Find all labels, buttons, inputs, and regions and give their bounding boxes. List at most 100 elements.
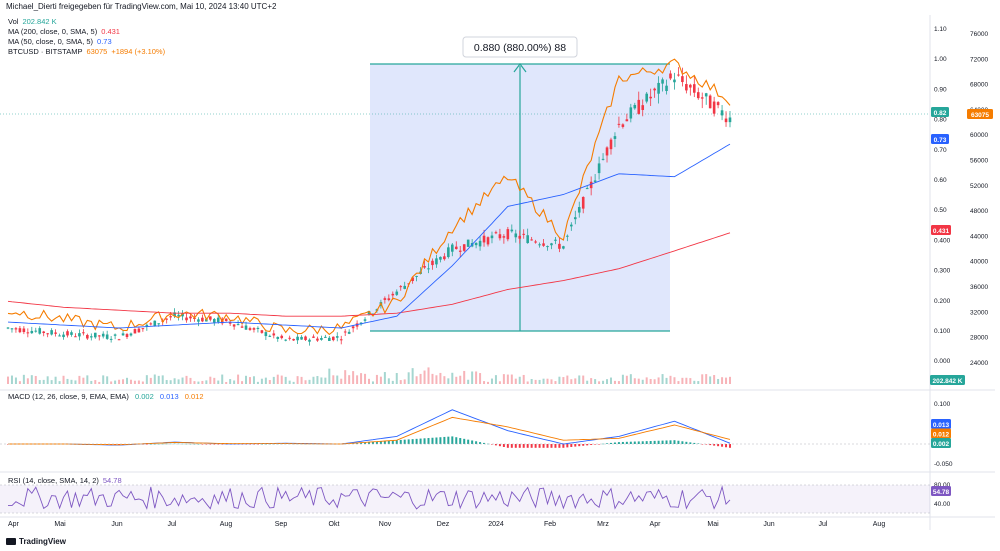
volume-bar: [348, 375, 351, 384]
right-axis-tick: 28000: [970, 335, 988, 342]
volume-bar: [637, 378, 640, 384]
macd-legend[interactable]: MACD (12, 26, close, 9, EMA, EMA) 0.002 …: [8, 392, 204, 401]
candle-body: [470, 242, 474, 247]
candle-body: [625, 119, 629, 122]
macd-label: MACD (12, 26, close, 9, EMA, EMA): [8, 392, 129, 401]
volume-bar: [177, 379, 180, 384]
candle-body: [339, 339, 343, 341]
macd-histogram-bar: [558, 444, 561, 448]
candle-body: [451, 244, 454, 252]
legend-btc[interactable]: BTCUSD · BITSTAMP 63075 +1894 (+3.10%): [8, 47, 165, 56]
macd-histogram-bar: [201, 444, 204, 445]
left-axis-tick: 1.00: [934, 56, 947, 63]
candle-body: [133, 329, 137, 334]
macd-histogram-bar: [181, 443, 184, 445]
volume-bar: [562, 377, 565, 384]
macd-histogram-bar: [570, 444, 573, 447]
macd-histogram-bar: [391, 440, 394, 444]
volume-bar: [66, 378, 69, 384]
candle-body: [331, 336, 335, 341]
volume-bar: [46, 376, 49, 384]
volume-bar: [106, 376, 109, 384]
volume-bar: [276, 374, 279, 384]
macd-histogram-bar: [66, 444, 69, 445]
macd-histogram-bar: [364, 442, 367, 444]
volume-bar: [356, 375, 359, 384]
candle-body: [367, 311, 371, 315]
candle-body: [665, 85, 668, 92]
candle-body: [280, 335, 284, 339]
candle-body: [86, 334, 89, 339]
x-axis-tick: Dez: [437, 521, 450, 528]
volume-bar: [729, 376, 731, 384]
x-axis-tick: Feb: [544, 521, 556, 528]
measure-box[interactable]: [370, 64, 670, 331]
candle-body: [593, 180, 597, 182]
macd-histogram-bar: [475, 441, 478, 444]
macd-histogram-bar: [165, 443, 168, 445]
macd-histogram-bar: [498, 444, 501, 447]
volume-bar: [435, 375, 438, 384]
volume-bar: [475, 371, 478, 384]
candle-body: [189, 316, 192, 319]
macd-histogram-bar: [193, 443, 196, 445]
volume-bar: [423, 370, 426, 384]
candle-body: [558, 243, 561, 249]
legend-vol[interactable]: Vol 202.842 K: [8, 17, 57, 26]
candle-body: [113, 334, 117, 336]
macd-histogram-bar: [213, 444, 216, 445]
rsi-legend[interactable]: RSI (14, close, SMA, 14, 2) 54.78: [8, 476, 122, 485]
volume-bar: [126, 377, 129, 384]
volume-bar: [292, 381, 295, 384]
candle-body: [645, 93, 648, 102]
macd-histogram-bar: [252, 444, 255, 445]
candle-body: [173, 312, 176, 317]
macd-histogram-bar: [360, 442, 363, 444]
x-axis-tick: Aug: [220, 521, 233, 528]
candle-body: [621, 124, 625, 127]
volume-bar: [308, 379, 311, 384]
macd-histogram-bar: [633, 441, 636, 444]
volume-bar: [221, 374, 224, 384]
volume-bar: [617, 381, 620, 384]
candle-body: [137, 328, 141, 333]
tradingview-logo[interactable]: TradingView: [6, 537, 66, 546]
legend-ma50[interactable]: MA (50, close, 0, SMA, 5) 0.73: [8, 37, 112, 46]
volume-bar: [229, 379, 232, 384]
candle-body: [141, 328, 145, 330]
rsi-value: 54.78: [102, 476, 122, 485]
volume-bar: [336, 375, 339, 384]
macd-axis-tick: -0.050: [934, 461, 953, 468]
candle-body: [510, 229, 514, 232]
candle-body: [383, 298, 387, 300]
candle-body: [70, 332, 73, 335]
volume-bar: [312, 376, 315, 384]
macd-histogram-bar: [371, 441, 374, 444]
candle-body: [38, 328, 42, 334]
macd-histogram-bar: [256, 444, 259, 445]
candle-body: [522, 233, 526, 235]
macd-histogram-bar: [415, 438, 418, 444]
volume-bar: [625, 375, 628, 384]
volume-bar: [665, 377, 668, 384]
volume-bar: [443, 376, 446, 384]
macd-histogram-bar: [439, 437, 442, 444]
rsi-line: [7, 485, 731, 510]
volume-bar: [169, 380, 172, 384]
candle-body: [573, 217, 577, 220]
macd-histogram-bar: [538, 444, 541, 448]
legend-ma200[interactable]: MA (200, close, 0, SMA, 5) 0.431: [8, 27, 120, 36]
candle-body: [704, 93, 708, 97]
volume-bar: [701, 374, 704, 384]
volume-bar: [689, 378, 692, 384]
macd-histogram-bar: [30, 444, 33, 445]
macd-badge-bg: [931, 428, 951, 439]
x-axis-tick: Okt: [329, 521, 340, 528]
badge-ratio: 0.82: [934, 110, 947, 117]
macd-histogram-bar: [609, 442, 612, 444]
candle-body: [550, 243, 553, 246]
candle-body: [534, 241, 537, 243]
candle-body: [411, 277, 414, 282]
volume-bar: [578, 375, 581, 384]
